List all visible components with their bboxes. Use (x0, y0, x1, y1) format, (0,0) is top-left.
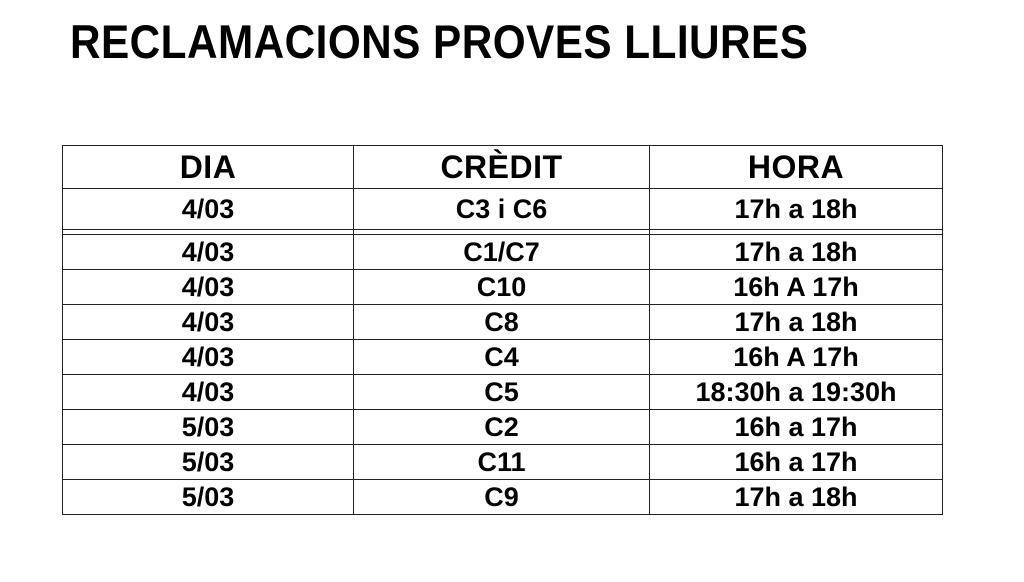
cell-hora: 18:30h a 19:30h (649, 374, 943, 410)
column-header-hora: HORA (649, 145, 943, 189)
table-row: 5/03 C11 16h a 17h (62, 444, 943, 480)
table-row: 4/03 C3 i C6 17h a 18h (62, 188, 943, 230)
cell-credit: C11 (353, 444, 650, 480)
cell-credit: C10 (353, 269, 650, 305)
page-title: RECLAMACIONS PROVES LLIURES (70, 15, 809, 68)
cell-hora: 16h a 17h (649, 409, 943, 445)
cell-dia: 4/03 (62, 374, 354, 410)
cell-dia: 4/03 (62, 339, 354, 375)
table-row: 5/03 C9 17h a 18h (62, 479, 943, 515)
cell-hora: 16h a 17h (649, 444, 943, 480)
cell-credit: C1/C7 (353, 234, 650, 270)
table-row: 4/03 C1/C7 17h a 18h (62, 234, 943, 270)
table-row: 4/03 C10 16h A 17h (62, 269, 943, 305)
cell-credit: C8 (353, 304, 650, 340)
cell-hora: 17h a 18h (649, 234, 943, 270)
cell-dia: 4/03 (62, 304, 354, 340)
cell-hora: 16h A 17h (649, 339, 943, 375)
cell-hora: 17h a 18h (649, 304, 943, 340)
cell-hora: 17h a 18h (649, 188, 943, 230)
cell-dia: 4/03 (62, 269, 354, 305)
table-row: 4/03 C5 18:30h a 19:30h (62, 374, 943, 410)
cell-credit: C4 (353, 339, 650, 375)
schedule-table: DIA CRÈDIT HORA 4/03 C3 i C6 17h a 18h 4… (62, 145, 943, 515)
cell-dia: 5/03 (62, 444, 354, 480)
cell-credit: C9 (353, 479, 650, 515)
cell-dia: 4/03 (62, 188, 354, 230)
table-row: 4/03 C8 17h a 18h (62, 304, 943, 340)
cell-hora: 17h a 18h (649, 479, 943, 515)
table-row: 5/03 C2 16h a 17h (62, 409, 943, 445)
table-row: 4/03 C4 16h A 17h (62, 339, 943, 375)
cell-credit: C3 i C6 (353, 188, 650, 230)
column-header-dia: DIA (62, 145, 354, 189)
cell-credit: C5 (353, 374, 650, 410)
cell-hora: 16h A 17h (649, 269, 943, 305)
cell-dia: 4/03 (62, 234, 354, 270)
cell-dia: 5/03 (62, 479, 354, 515)
header-row: DIA CRÈDIT HORA (62, 145, 943, 189)
cell-dia: 5/03 (62, 409, 354, 445)
cell-credit: C2 (353, 409, 650, 445)
column-header-credit: CRÈDIT (353, 145, 650, 189)
